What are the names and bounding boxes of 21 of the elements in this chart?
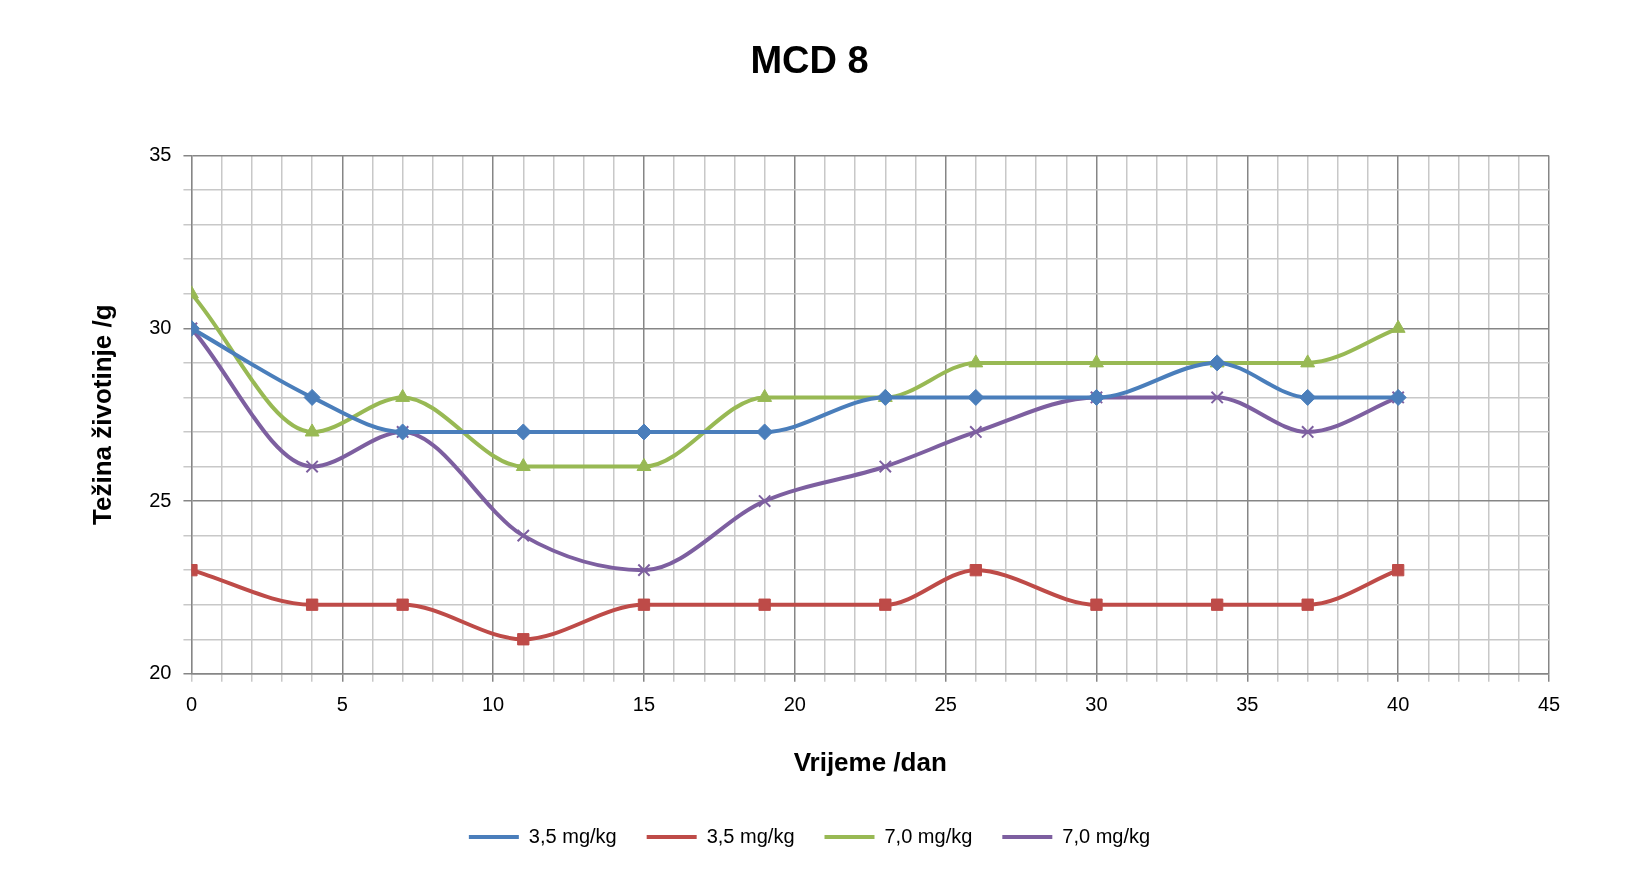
x-axis-title: Vrijeme /dan: [793, 746, 947, 777]
legend-label: 3,5 mg/kg: [528, 824, 617, 847]
x-tick-label: 45: [1537, 693, 1561, 716]
legend-label: 7,0 mg/kg: [884, 824, 973, 847]
legend-label: 7,0 mg/kg: [1062, 824, 1151, 847]
x-tick-label: 20: [783, 693, 806, 716]
x-tick-label: 15: [632, 693, 656, 716]
y-tick-label: 20: [149, 661, 172, 684]
x-tick-label: 30: [1085, 693, 1108, 716]
y-tick-label: 25: [149, 488, 172, 511]
x-tick-label: 35: [1236, 693, 1259, 716]
y-tick-label: 30: [149, 315, 172, 338]
x-tick-label: 5: [336, 693, 348, 716]
x-tick-label: 40: [1387, 693, 1410, 716]
x-tick-label: 10: [482, 693, 505, 716]
x-tick-label: 0: [185, 693, 198, 716]
x-tick-label: 25: [934, 693, 957, 716]
chart-title: MCD 8: [750, 39, 869, 82]
legend-label: 3,5 mg/kg: [706, 824, 795, 847]
y-tick-label: 35: [149, 143, 172, 166]
y-axis-title: Težina životinje /g: [86, 304, 117, 525]
